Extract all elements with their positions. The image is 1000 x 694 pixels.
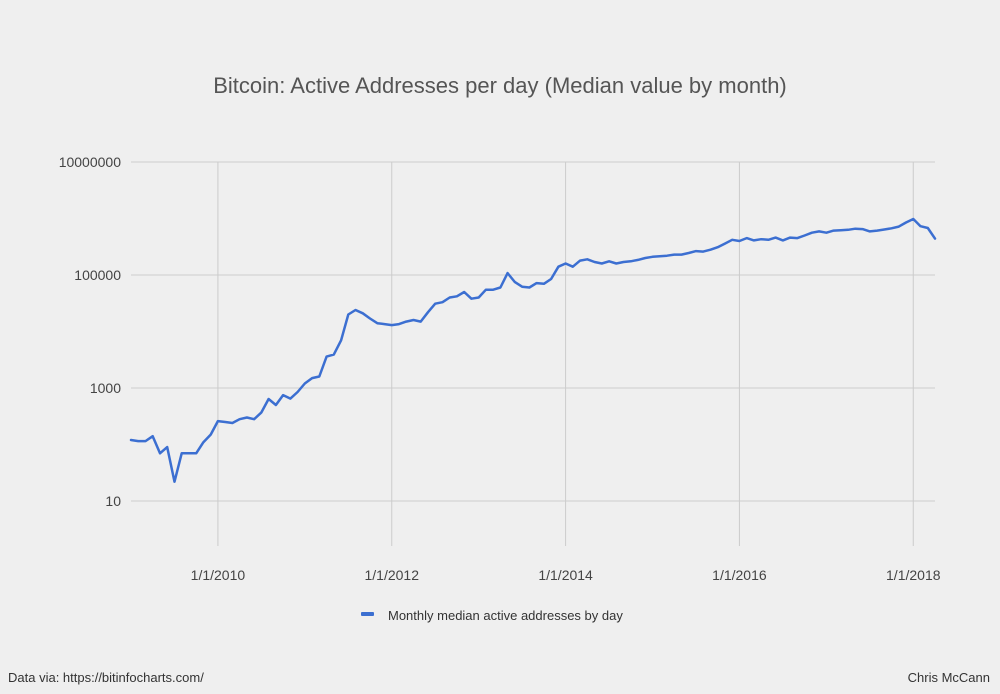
source-credit: Data via: https://bitinfocharts.com/	[8, 670, 204, 685]
y-tick-label: 100000	[74, 267, 121, 283]
legend: Monthly median active addresses by day	[361, 608, 623, 623]
x-tick-label: 1/1/2016	[712, 567, 767, 583]
legend-swatch	[361, 612, 374, 616]
y-tick-label: 1000	[90, 380, 121, 396]
y-tick-label: 10	[105, 493, 121, 509]
y-axis-ticks: 10 1000 100000 10000000	[59, 154, 122, 509]
legend-label: Monthly median active addresses by day	[388, 608, 623, 623]
grid-lines	[131, 161, 935, 546]
x-tick-label: 1/1/2010	[191, 567, 246, 583]
author-credit: Chris McCann	[907, 670, 990, 685]
y-tick-label: 10000000	[59, 154, 122, 170]
series-line	[129, 217, 937, 483]
x-tick-label: 1/1/2012	[365, 567, 420, 583]
x-axis-ticks: 1/1/2010 1/1/2012 1/1/2014 1/1/2016 1/1/2018	[191, 567, 941, 583]
x-tick-label: 1/1/2018	[886, 567, 941, 583]
chart-title: Bitcoin: Active Addresses per day (Media…	[213, 73, 787, 98]
series-layer	[129, 217, 937, 483]
x-tick-label: 1/1/2014	[538, 567, 593, 583]
